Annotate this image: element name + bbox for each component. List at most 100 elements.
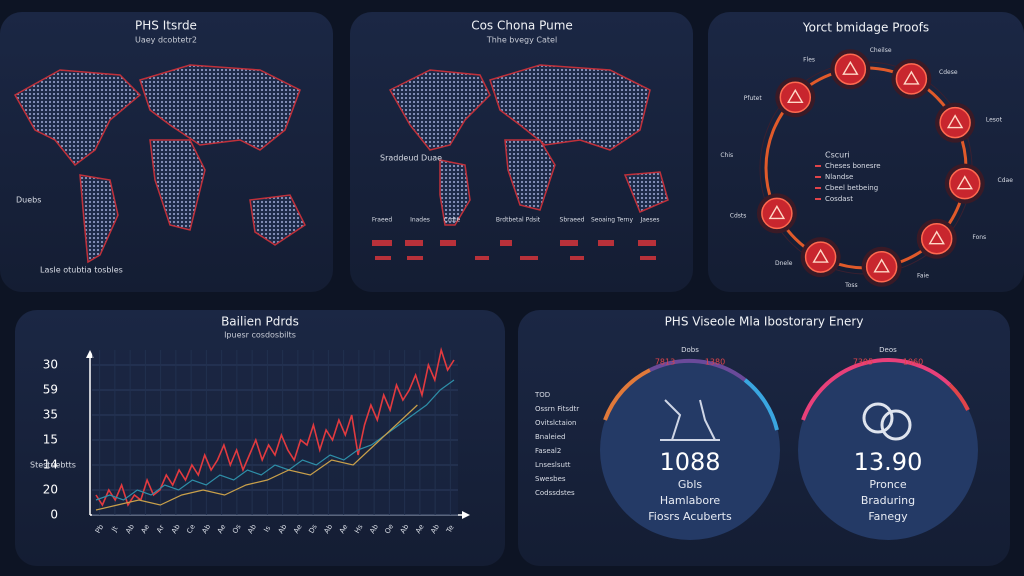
y-tick-label: 59 bbox=[43, 383, 58, 397]
gauge-line: Pronce bbox=[869, 478, 906, 491]
list-item: TOD bbox=[534, 391, 550, 399]
table-header: Fraeed bbox=[372, 217, 393, 224]
y-tick-label: 35 bbox=[43, 408, 58, 422]
panel-title: PHS Itsrde bbox=[135, 19, 197, 33]
node-icon bbox=[812, 248, 829, 263]
node-label: Fles bbox=[803, 57, 815, 64]
x-tick-label: Pb bbox=[94, 523, 106, 535]
x-tick-label: Ds bbox=[307, 523, 319, 535]
node-icon bbox=[903, 70, 920, 85]
y-tick-label: 15 bbox=[43, 433, 58, 447]
x-tick-label: Hs bbox=[353, 523, 365, 535]
legend-item: Cosdast bbox=[825, 195, 853, 203]
node bbox=[804, 241, 837, 273]
node-label: Pfutet bbox=[744, 95, 763, 102]
node-label: Chis bbox=[720, 152, 733, 159]
node-icon bbox=[873, 258, 890, 273]
legend-swatch bbox=[815, 198, 821, 200]
gauge bbox=[798, 358, 978, 540]
gauge-line: Braduring bbox=[861, 494, 915, 507]
list-item: Faseal2 bbox=[535, 447, 561, 455]
legend-swatch bbox=[815, 176, 821, 178]
x-tick-label: Os bbox=[231, 523, 243, 535]
line-series bbox=[95, 379, 455, 501]
x-tick-label: Ab bbox=[323, 523, 335, 535]
gauge-line: Gbls bbox=[678, 478, 703, 491]
legend-title: Cscuri bbox=[825, 151, 850, 160]
legend-swatch bbox=[815, 187, 821, 189]
x-tick-label: Jt bbox=[110, 525, 120, 534]
list-item: Bnaleied bbox=[535, 433, 565, 441]
node-icon bbox=[842, 60, 859, 75]
node-icon bbox=[768, 205, 786, 220]
x-tick-label: Te bbox=[445, 524, 456, 535]
node-label: Dnele bbox=[775, 260, 793, 267]
gauge-line: Fiosrs Acuberts bbox=[648, 510, 732, 523]
gauge-line: Fanegy bbox=[868, 510, 908, 523]
node-label: Cdae bbox=[998, 177, 1014, 184]
x-tick-label: Ab bbox=[277, 523, 289, 535]
node bbox=[865, 251, 898, 283]
gauge-line: Hamlabore bbox=[660, 494, 721, 507]
node-label: Toss bbox=[844, 282, 858, 289]
table-header: Inades bbox=[410, 217, 430, 224]
y-axis-label: Stestuebtts bbox=[30, 461, 76, 470]
x-tick-label: Is bbox=[262, 524, 272, 533]
panel-title: Yorct bmidage Proofs bbox=[802, 21, 929, 35]
line-series bbox=[95, 404, 418, 511]
node-label: Fons bbox=[972, 234, 986, 241]
table-header: Jaeses bbox=[639, 217, 659, 224]
x-tick-label: Ab bbox=[201, 523, 213, 535]
x-tick-label: Ab bbox=[368, 523, 380, 535]
x-tick-label: Oe bbox=[383, 523, 395, 536]
node bbox=[949, 167, 981, 200]
gauge-left: 7395 bbox=[853, 358, 873, 367]
line-series bbox=[95, 346, 455, 507]
list-item: Codssdstes bbox=[535, 489, 575, 497]
plot-area bbox=[92, 350, 458, 515]
node-icon bbox=[956, 175, 973, 190]
panel-title: PHS Viseole Mla Ibostorary Enery bbox=[665, 315, 864, 329]
list-item: Swesbes bbox=[535, 475, 566, 483]
trade-bars bbox=[372, 240, 656, 260]
panel-subtitle: Uaey dcobtetr2 bbox=[135, 36, 197, 45]
node bbox=[939, 106, 971, 139]
node bbox=[920, 222, 953, 255]
list-item: Ossrn Fitsdtr bbox=[535, 405, 579, 413]
legend-item: Nlandse bbox=[825, 173, 853, 181]
legend-item: Cbeel betbeing bbox=[825, 184, 878, 192]
x-tick-label: Ce bbox=[185, 523, 197, 535]
node-label: Cdese bbox=[939, 69, 958, 76]
table-header: Seoaing Terny bbox=[591, 217, 634, 224]
node-icon bbox=[946, 114, 964, 129]
x-tick-label: Ae bbox=[216, 523, 227, 535]
gauge-value: 1088 bbox=[659, 448, 720, 476]
world-map bbox=[13, 64, 306, 264]
gauge-top: Dobs bbox=[681, 346, 699, 354]
node bbox=[761, 197, 793, 230]
x-tick-label: Ae bbox=[292, 523, 303, 535]
chart-subtitle: Ipuesr cosdosbilts bbox=[224, 331, 296, 340]
legend-swatch bbox=[815, 165, 821, 167]
gauge-right: 1060 bbox=[903, 358, 923, 367]
node bbox=[834, 53, 867, 85]
gauge-right: 1380 bbox=[705, 358, 725, 367]
node-label: Cdsts bbox=[730, 212, 747, 219]
label: Sraddeud Duae bbox=[380, 154, 442, 163]
arrow bbox=[462, 511, 470, 519]
chart-title: Bailien Pdrds bbox=[221, 315, 299, 329]
gauge bbox=[600, 358, 780, 540]
x-tick-label: Ab bbox=[170, 523, 182, 535]
x-tick-label: Ae bbox=[414, 523, 425, 535]
list-item: Lnseslsutt bbox=[535, 461, 571, 469]
node bbox=[779, 81, 812, 114]
legend-item: Cheses bonesre bbox=[825, 162, 881, 170]
y-tick-label: 0 bbox=[50, 508, 58, 522]
node-icon bbox=[787, 88, 804, 103]
panel-subtitle: Thhe bvegy Catel bbox=[486, 36, 557, 45]
x-tick-label: Ae bbox=[140, 523, 151, 535]
panel bbox=[708, 12, 1024, 292]
